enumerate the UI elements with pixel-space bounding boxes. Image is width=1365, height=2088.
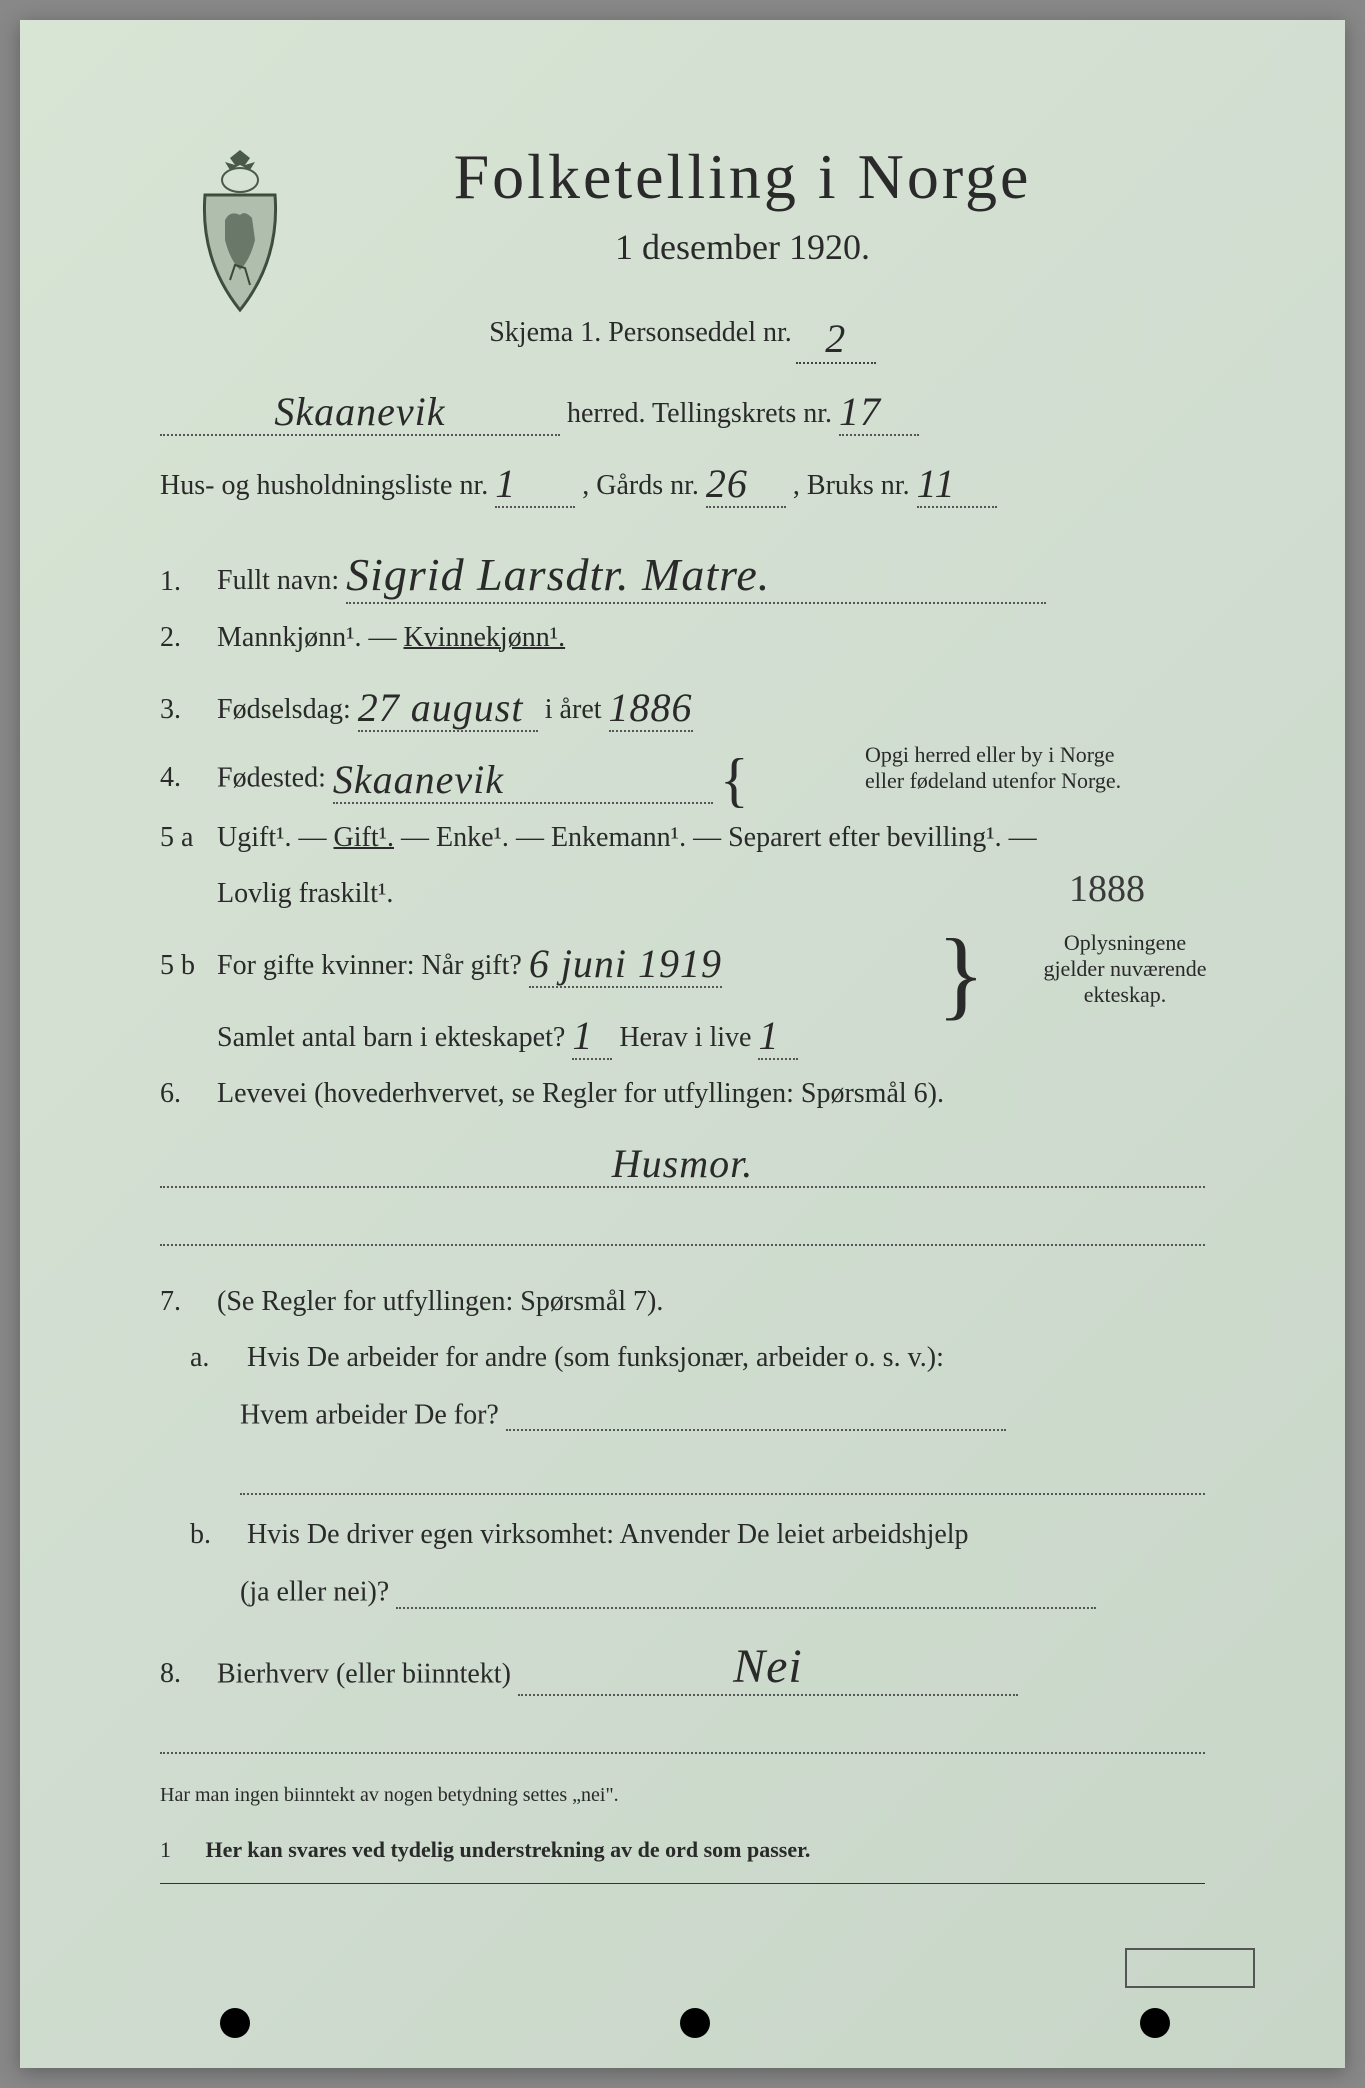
q4-note: Opgi herred eller by i Norge eller fødel… xyxy=(865,742,1185,794)
herred-row: Skaanevik herred. Tellingskrets nr. 17 xyxy=(160,382,1205,430)
q7b-num: b. xyxy=(190,1519,240,1551)
brace-icon: { xyxy=(720,762,749,798)
brace-icon-2: } xyxy=(937,944,985,1004)
q7a-row: a. Hvis De arbeider for andre (som funks… xyxy=(160,1342,1205,1374)
q1-num: 1. xyxy=(160,566,210,598)
q3-day: 27 august xyxy=(358,684,538,732)
printer-stamp xyxy=(1125,1948,1255,1988)
q3-label: Fødselsdag: xyxy=(217,694,351,725)
q7-num: 7. xyxy=(160,1286,210,1318)
q7-row: 7. (Se Regler for utfyllingen: Spørsmål … xyxy=(160,1286,1205,1318)
q3-year-label: i året xyxy=(545,694,602,725)
q8-label: Bierhverv (eller biinntekt) xyxy=(217,1658,511,1689)
census-form-page: Folketelling i Norge 1 desember 1920. Sk… xyxy=(20,20,1345,2068)
gards-label: , Gårds nr. xyxy=(582,470,699,501)
q4-row: 4. Fødested: Skaanevik { Opgi herred ell… xyxy=(160,750,1205,798)
q2-row: 2. Mannkjønn¹. — Kvinnekjønn¹. xyxy=(160,622,1205,654)
hus-value: 1 xyxy=(495,460,575,508)
q5a-gift: Gift¹. xyxy=(334,822,395,853)
q5a-separert: Separert efter bevilling¹. xyxy=(728,822,1002,853)
punch-hole xyxy=(220,2008,250,2038)
q7b-row: b. Hvis De driver egen virksomhet: Anven… xyxy=(160,1519,1205,1551)
q5b-label: For gifte kvinner: Når gift? xyxy=(217,950,522,981)
q5b-barn-label: Samlet antal barn i ekteskapet? xyxy=(217,1022,565,1053)
tellingskrets-value: 17 xyxy=(839,388,919,436)
q8-value: Nei xyxy=(518,1639,1018,1697)
gards-value: 26 xyxy=(706,460,786,508)
skjema-label: Skjema 1. Personseddel nr. xyxy=(489,317,792,348)
q5b-note: Oplysningene gjelder nuværende ekteskap. xyxy=(1025,930,1225,1008)
punch-hole xyxy=(1140,2008,1170,2038)
footnote-row: 1 Her kan svares ved tydelig understrekn… xyxy=(160,1837,1205,1884)
q7a-value xyxy=(506,1398,1006,1432)
page-title: Folketelling i Norge xyxy=(220,140,1265,214)
q4-num: 4. xyxy=(160,762,210,794)
q5b-row: 5 b For gifte kvinner: Når gift? 6 juni … xyxy=(160,934,1205,982)
q6-blank-line xyxy=(160,1206,1205,1246)
q7a-label2: Hvem arbeider De for? xyxy=(240,1399,499,1430)
q5a-ugift: Ugift¹. xyxy=(217,822,292,853)
hus-row: Hus- og husholdningsliste nr. 1 , Gårds … xyxy=(160,454,1205,502)
fn1-num: 1 xyxy=(160,1837,200,1863)
q3-year: 1886 xyxy=(609,684,693,732)
q5b-herav-value: 1 xyxy=(758,1012,798,1060)
q5a-row2: Lovlig fraskilt¹. xyxy=(160,878,1205,910)
q2-kvinne: Kvinnekjønn¹. xyxy=(404,622,566,653)
q7b-value xyxy=(396,1575,1096,1609)
q5b-barn-value: 1 xyxy=(572,1012,612,1060)
q4-label: Fødested: xyxy=(217,762,326,793)
q8-row: 8. Bierhverv (eller biinntekt) Nei xyxy=(160,1633,1205,1691)
q7a-num: a. xyxy=(190,1342,240,1374)
q4-note-l1: Opgi herred eller by i Norge xyxy=(865,742,1114,767)
bruks-value: 11 xyxy=(917,460,997,508)
q6-value-row: Husmor. xyxy=(160,1134,1205,1182)
q6-value: Husmor. xyxy=(160,1140,1205,1188)
q6-label: Levevei (hovederhvervet, se Regler for u… xyxy=(217,1078,944,1109)
q2-num: 2. xyxy=(160,622,210,654)
punch-hole xyxy=(680,2008,710,2038)
q5b-note-l1: Oplysningene xyxy=(1064,930,1186,955)
page-subtitle: 1 desember 1920. xyxy=(220,226,1265,268)
personseddel-value: 2 xyxy=(796,315,876,364)
q1-value: Sigrid Larsdtr. Matre. xyxy=(346,548,1046,603)
q8-blank xyxy=(160,1714,1205,1754)
q7a-label: Hvis De arbeider for andre (som funksjon… xyxy=(247,1342,944,1373)
q5b-num: 5 b xyxy=(160,950,210,982)
herred-value: Skaanevik xyxy=(160,388,560,436)
q5b-note-l3: ekteskap. xyxy=(1084,982,1166,1007)
q3-row: 3. Fødselsdag: 27 august i året 1886 xyxy=(160,678,1205,726)
q5a-row: 5 a Ugift¹. — Gift¹. — Enke¹. — Enkemann… xyxy=(160,822,1205,854)
footnote-1: Her kan svares ved tydelig understreknin… xyxy=(206,1837,811,1862)
q7b-label2: (ja eller nei)? xyxy=(240,1577,389,1608)
q6-num: 6. xyxy=(160,1078,210,1110)
q2-mann: Mannkjønn¹. xyxy=(217,622,362,653)
q7a-row2: Hvem arbeider De for? xyxy=(240,1398,1205,1432)
bruks-label: , Bruks nr. xyxy=(793,470,910,501)
q7-label: (Se Regler for utfyllingen: Spørsmål 7). xyxy=(217,1286,663,1317)
q5a-line2: Lovlig fraskilt¹. xyxy=(217,878,393,909)
q5a-num: 5 a xyxy=(160,822,210,854)
q4-value: Skaanevik xyxy=(333,756,713,804)
q1-label: Fullt navn: xyxy=(217,566,339,597)
q5a-enke: Enke¹. xyxy=(436,822,509,853)
crest-icon xyxy=(180,140,300,320)
q1-row: 1. Fullt navn: Sigrid Larsdtr. Matre. xyxy=(160,542,1205,597)
q7b-row2: (ja eller nei)? xyxy=(240,1575,1205,1609)
q5b-herav-label: Herav i live xyxy=(619,1022,751,1053)
q8-num: 8. xyxy=(160,1658,210,1690)
q5a-enkemann: Enkemann¹. xyxy=(551,822,686,853)
q3-num: 3. xyxy=(160,694,210,726)
q5b-row2: Samlet antal barn i ekteskapet? 1 Herav … xyxy=(160,1006,1205,1054)
coat-of-arms xyxy=(180,140,300,320)
q7a-blank xyxy=(240,1455,1205,1495)
herred-label: herred. Tellingskrets nr. xyxy=(567,398,832,429)
q7b-label: Hvis De driver egen virksomhet: Anvender… xyxy=(247,1519,969,1550)
q4-note-l2: eller fødeland utenfor Norge. xyxy=(865,768,1121,793)
q5b-value: 6 juni 1919 xyxy=(529,940,722,988)
q6-row: 6. Levevei (hovederhvervet, se Regler fo… xyxy=(160,1078,1205,1110)
q5b-note-l2: gjelder nuværende xyxy=(1043,956,1206,981)
footer-note: Har man ingen biinntekt av nogen betydni… xyxy=(160,1784,1205,1807)
hus-label: Hus- og husholdningsliste nr. xyxy=(160,470,488,501)
